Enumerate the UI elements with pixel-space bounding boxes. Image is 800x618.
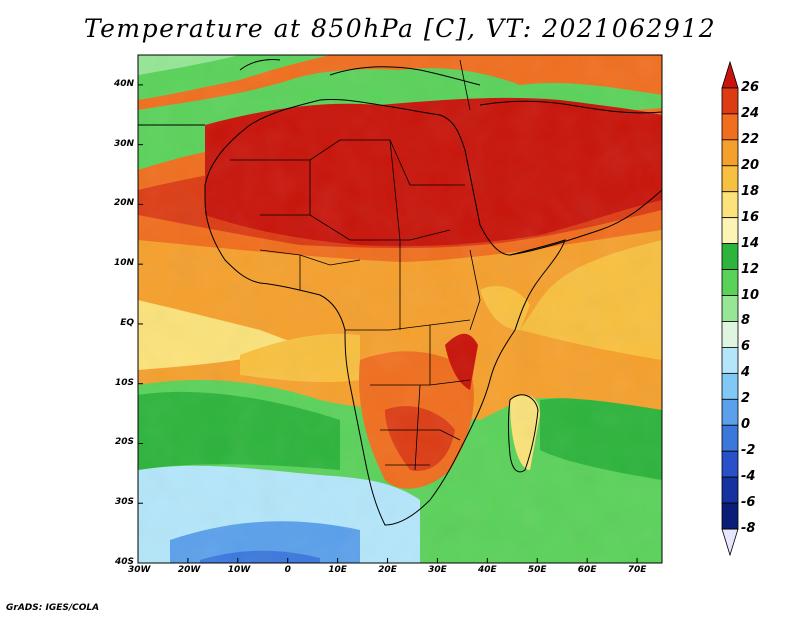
colorbar-label: 26 bbox=[741, 79, 760, 95]
colorbar-segment bbox=[721, 424, 739, 452]
colorbar-label: 14 bbox=[741, 235, 760, 251]
colorbar-segment bbox=[721, 269, 739, 296]
lon-label: 40E bbox=[477, 565, 497, 575]
lat-label: 10N bbox=[113, 258, 134, 269]
colorbar-label: 16 bbox=[741, 209, 760, 225]
lon-label: 10W bbox=[227, 565, 251, 575]
lon-label: 20E bbox=[378, 565, 397, 575]
lat-label: 20N bbox=[113, 198, 134, 209]
colorbar-segment bbox=[721, 87, 739, 115]
colorbar-segment bbox=[721, 476, 739, 504]
country-borders bbox=[230, 59, 481, 471]
colorbar-label: -2 bbox=[741, 443, 756, 459]
colorbar-label: -4 bbox=[741, 469, 756, 485]
lat-label: 30S bbox=[114, 497, 134, 508]
colorbar-segment bbox=[721, 191, 739, 219]
colorbar-segment bbox=[721, 217, 739, 245]
plot-frame bbox=[137, 54, 663, 564]
lon-label: 50E bbox=[527, 565, 547, 575]
colorbar-segment bbox=[721, 295, 739, 322]
colorbar bbox=[721, 60, 739, 557]
lon-label: 10E bbox=[328, 565, 347, 575]
colorbar-label: -6 bbox=[741, 495, 756, 511]
colorbar-label: 0 bbox=[741, 417, 751, 433]
colorbar-segment bbox=[721, 113, 739, 141]
lon-label: 60E bbox=[577, 565, 597, 575]
lon-label: 70E bbox=[627, 565, 647, 575]
coastlines bbox=[138, 59, 662, 526]
colorbar-segment bbox=[721, 347, 739, 374]
colorbar-label: 8 bbox=[741, 313, 751, 329]
colorbar-label: 12 bbox=[741, 261, 760, 277]
colorbar-label: 20 bbox=[741, 157, 760, 173]
lat-label: 20S bbox=[114, 437, 134, 448]
colorbar-label: 22 bbox=[741, 131, 760, 147]
colorbar-label: 24 bbox=[741, 105, 760, 121]
lon-label: 0 bbox=[284, 565, 291, 575]
colorbar-segment bbox=[721, 372, 739, 400]
colorbar-segment bbox=[721, 243, 739, 270]
colorbar-segment bbox=[721, 502, 739, 530]
colorbar-segment bbox=[721, 139, 739, 167]
colorbar-segment bbox=[721, 398, 739, 426]
lat-label: 40S bbox=[114, 557, 134, 567]
colorbar-label: 4 bbox=[741, 365, 751, 381]
map-title: Temperature at 850hPa [C], VT: 202106291… bbox=[83, 14, 717, 43]
colorbar-segment bbox=[721, 450, 739, 478]
colorbar-segment bbox=[721, 165, 739, 193]
lat-label: EQ bbox=[120, 317, 134, 328]
lon-label: 20W bbox=[177, 565, 201, 575]
grads-credit: GrADS: IGES/COLA bbox=[6, 603, 100, 613]
colorbar-label: 10 bbox=[741, 287, 760, 303]
colorbar-label: -8 bbox=[741, 521, 756, 537]
colorbar-segment bbox=[721, 60, 739, 89]
lon-label: 30E bbox=[428, 565, 447, 575]
lat-label: 30N bbox=[113, 138, 134, 149]
colorbar-segment bbox=[721, 321, 739, 348]
colorbar-segment bbox=[721, 528, 739, 557]
colorbar-label: 6 bbox=[741, 339, 751, 355]
colorbar-label: 2 bbox=[741, 391, 751, 407]
lat-label: 40N bbox=[113, 78, 134, 89]
colorbar-label: 18 bbox=[741, 183, 760, 199]
lon-label: 30W bbox=[128, 565, 151, 575]
lat-label: 10S bbox=[114, 377, 134, 388]
